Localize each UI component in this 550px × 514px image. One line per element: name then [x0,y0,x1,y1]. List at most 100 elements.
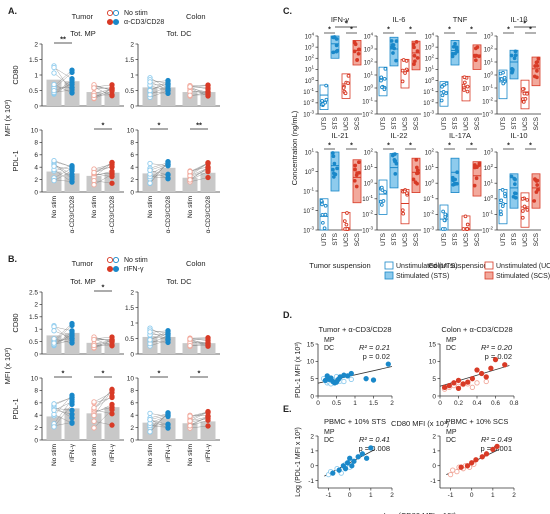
panel-c-sub4-point-scs [354,164,357,167]
panel-c-sub3-ytick-label: 100 [484,70,494,79]
panel-c-sub6-xtick-label-0: UTS [441,232,448,246]
panel-c-sub0-xtick-label-3: SCS [354,116,361,130]
panel-c-sub2-ytick-label: 100 [425,76,435,85]
panel-c-sub4-xtick-label-1: STS [332,232,339,245]
panel-c-sub5-point-scs [415,158,418,161]
panel-c-sub0-xtick-label-1: STS [332,116,339,129]
panel-d-sub1-point-mp [484,375,488,379]
panel-b-sub2-point-stim-tumor [70,416,74,420]
panel-c-sub3-point-sts [511,68,514,71]
panel-b-sub0-ytick-label-3: 1.5 [29,314,38,321]
panel-e-sub0-xtick-label-0: -1 [326,492,332,499]
panel-c-sub6-ytick-label: 102 [425,147,435,156]
panel-e-sub0-point-mp [360,452,364,456]
panel-c-sub5-xtick-label-0: UTS [380,232,387,246]
panel-c-sub7-point-scs [534,178,537,181]
panel-b-sub2-point-stim-colon [110,394,114,398]
panel-c-sub7-point-ucs [521,197,524,200]
panel-c-sub4-sig-label-1: * [350,143,353,150]
panel-d-legend-dc-1: DC [446,345,456,352]
panel-a-sub2-pair-line [54,166,72,169]
panel-c-sub4-point-scs [356,172,359,175]
panel-c-sub5-box-scs [412,158,420,192]
panel-c-sub5-ytick-label: 10-2 [362,210,373,219]
panel-a-sub2-point-no-stim-tumor [52,158,56,162]
panel-c-sub3-point-ucs [521,88,524,91]
panel-d-sub1-ytick-label-3: 15 [429,341,437,348]
panel-b-sub3-point-no-stim-colon [188,419,192,423]
panel-c-sub0-point-uts [325,98,328,101]
panel-c-sub5-point-scs [415,166,418,169]
panel-e-sub1-point-dc [450,468,454,472]
panel-c-sub0-point-scs [354,43,357,46]
panel-a-sub2-ytick-label-3: 6 [34,152,38,159]
legend-b-colon-label: Colon [186,259,206,268]
panel-c-sub6-point-scs [475,165,478,168]
panel-c-sub1-point-sts [390,40,393,43]
panel-c-sub6-box-sts [451,158,459,192]
panel-e-sub0-ytick-label-0: -1 [308,478,314,485]
panel-b-sub0-point-stim-tumor [70,336,74,340]
panel-a-sub3-xtick-label-3: α-CD3/CD28 [205,196,212,234]
panel-e-sub1-point-mp [495,444,499,448]
panel-a-sub2-point-no-stim-tumor [52,164,56,168]
panel-c-sub1-ytick-label: 10-2 [362,109,373,118]
panel-c-sub6-xtick-label-2: UCS [463,232,470,246]
panel-c-sub7-xtick-label-3: SCS [533,232,540,246]
panel-c-sub3-point-ucs [522,100,525,103]
panel-c-sub3-point-sts [514,50,517,53]
panel-c-sub1-xtick-label-0: UTS [380,116,387,130]
panel-b-sub0-ytick-label-5: 2.5 [29,289,38,296]
panel-c-sub6-point-sts [453,182,456,185]
panel-c-sub7-point-uts [499,210,502,213]
panel-d-sub1-point-dc [484,379,488,383]
panel-d-sub0-point-mp [371,378,375,382]
panel-c-sub3-xtick-label-0: UTS [500,116,507,130]
panel-b-sub0-point-stim-tumor [70,341,74,345]
panel-c-sub5-point-uts [382,200,385,203]
legend-b-tumor-open-marker [113,257,118,262]
panel-b-sub3-point-stim-tumor [166,413,170,417]
panel-b-sub2-pair-line [94,393,112,402]
panel-a-sub3-ytick-label-4: 8 [130,140,134,147]
panel-c-sub2-xtick-label-1: STS [452,116,459,129]
panel-c-sub5-ytick-label: 10-3 [362,225,373,234]
panel-c-legend-stim-colon-swatch [485,272,493,279]
panel-c-sub3-point-sts [510,54,513,57]
panel-c-sub7-ytick-label: 10-2 [482,225,493,234]
panel-c-sub2-xtick-label-2: UCS [463,116,470,130]
panel-e-title-0: PBMC + 10% STS [324,417,386,426]
panel-c-sub2-point-ucs [463,76,466,79]
panel-b-sub3-xtick-label-2: No stim [187,444,194,466]
panel-c-sub1-point-ucs [404,72,407,75]
panel-c-sub0-ytick-label: 101 [305,65,315,74]
panel-b-sub3-sig-label-0: * [158,369,161,378]
panel-c-sub7-point-sts [510,175,513,178]
panel-c-sub4-ytick-label: 10-2 [303,206,314,215]
panel-d-legend-mp-1: MP [446,337,457,344]
panel-e-sub0-point-mp [352,459,356,463]
legend-a-stim-label: α-CD3/CD28 [124,19,164,26]
panel-e-sub1-ytick-label-3: 2 [432,433,436,440]
panel-d-sub0-xtick-label-2: 1 [353,400,357,407]
panel-c-sub6-ytick-label: 10-3 [423,225,434,234]
panel-c-sub0-point-scs [357,52,360,55]
panel-a-sub2-point-stim-colon [110,181,114,185]
panel-c-sub6-xtick-label-1: STS [452,232,459,245]
panel-c-sub7-point-scs [536,184,539,187]
panel-c-legend-stim-colon: Stimulated (SCS) [496,273,550,280]
panel-a-sub3-point-no-stim-tumor [148,181,152,185]
panel-c-sub7-xtick-label-0: UTS [500,232,507,246]
panel-c-sub0-sig-label-1: * [345,21,348,28]
panel-c-sub5-point-scs [412,178,415,181]
panel-a-sub0-point-no-stim-colon [92,93,96,97]
panel-e-sub0-point-mp [356,455,360,459]
panel-a-sub0-point-stim-tumor [70,91,74,95]
panel-d-sub0-xtick-label-3: 1.5 [369,400,378,407]
panel-c-sub7-point-sts [513,183,516,186]
panel-b-sub1-point-no-stim-colon [188,337,192,341]
panel-b-sub2-xtick-label-3: rIFN-γ [109,443,116,462]
panel-c-sub7-xtick-label-2: UCS [522,232,529,246]
panel-c-legend-colon: Colon suspension [428,261,488,270]
panel-a-sub0-ytick-label-4: 2 [34,41,38,48]
